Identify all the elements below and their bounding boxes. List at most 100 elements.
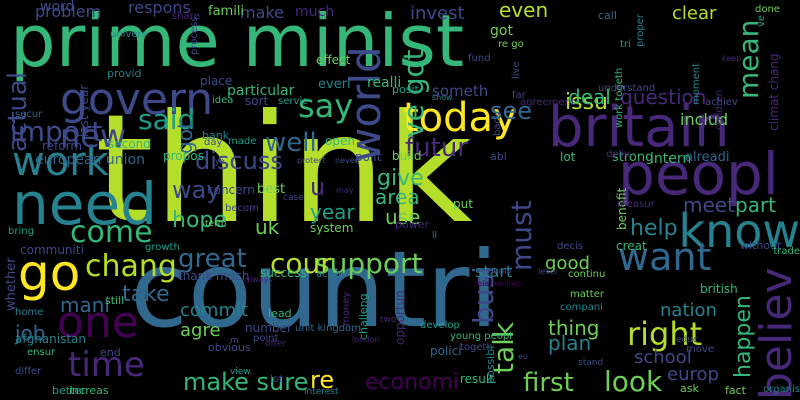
word-cloud-word: term: [205, 219, 227, 229]
word-cloud-word: alreadi: [685, 150, 730, 165]
word-cloud-word: process: [189, 16, 200, 55]
word-cloud-word: servic: [278, 96, 308, 107]
word-cloud-word: school: [634, 347, 692, 368]
word-cloud-word: lot: [560, 150, 576, 164]
word-cloud-word: whether: [4, 257, 19, 311]
word-cloud-word: includ: [680, 110, 729, 129]
word-cloud-word: day: [204, 137, 223, 148]
word-cloud-word: ye: [215, 157, 225, 166]
word-cloud-word: problem: [35, 2, 102, 21]
word-cloud-word: case: [283, 193, 304, 203]
word-cloud-word: particular: [227, 83, 295, 99]
word-cloud-word: stand: [578, 358, 604, 368]
word-cloud-word: obvious: [208, 341, 251, 354]
word-cloud-word: deliv: [606, 149, 630, 160]
word-cloud-word: children: [714, 89, 725, 130]
word-cloud-word: way: [172, 176, 221, 204]
word-cloud-word: economi: [365, 370, 460, 395]
word-cloud-word: two: [380, 315, 397, 325]
word-cloud-word: afghanistan: [15, 332, 87, 346]
word-cloud-word: re: [310, 366, 335, 394]
word-cloud-word: prime minist: [10, 0, 465, 83]
word-cloud-word: use: [385, 205, 421, 229]
word-cloud-word: plan: [548, 331, 592, 355]
word-cloud-word: year: [310, 200, 355, 224]
word-cloud-word: someth: [432, 82, 489, 100]
word-cloud-word: make: [240, 3, 284, 22]
word-cloud-word: involv: [485, 267, 512, 277]
word-cloud-word: thing: [548, 316, 600, 340]
word-cloud-word: share: [172, 11, 200, 22]
word-cloud-word: everi: [318, 77, 351, 92]
word-cloud-word: today: [403, 95, 517, 141]
word-cloud-word: well: [265, 128, 317, 158]
word-cloud-word: invest: [410, 3, 465, 24]
word-cloud-word: hope: [172, 208, 227, 233]
word-cloud-word: believ: [751, 267, 800, 400]
word-cloud-word: call: [598, 9, 617, 22]
word-cloud-word: back: [492, 112, 503, 136]
word-cloud-word: protect: [297, 156, 326, 165]
word-cloud-word: organis: [763, 384, 800, 395]
word-cloud-word: want: [618, 235, 712, 279]
word-cloud-word: second: [108, 137, 151, 151]
word-cloud-word: uk: [255, 215, 280, 239]
word-cloud-word: u: [310, 173, 326, 201]
word-cloud-word: new: [60, 117, 127, 155]
word-cloud-word: go: [18, 244, 81, 302]
word-cloud-word: becom: [225, 203, 259, 214]
word-cloud-word: job: [15, 321, 46, 345]
word-cloud-word: univers: [110, 29, 147, 40]
word-cloud-word: last year: [77, 84, 91, 137]
word-cloud-word: without: [740, 239, 782, 252]
word-cloud-word: even: [499, 0, 549, 22]
word-cloud-word: time: [68, 345, 145, 385]
word-cloud-word: futur: [405, 133, 468, 163]
word-cloud-word: famili: [208, 4, 245, 19]
word-cloud-word: fund: [468, 53, 491, 64]
word-cloud-word: done: [755, 4, 780, 15]
word-cloud-word: growth: [145, 242, 180, 253]
word-cloud-word: relationship: [474, 279, 522, 288]
word-cloud-word: point: [253, 333, 279, 344]
word-cloud-word: never: [335, 156, 358, 165]
word-cloud-word: meet: [683, 193, 735, 217]
word-cloud-word: idea: [212, 95, 234, 106]
word-cloud-word: said: [138, 103, 196, 136]
word-cloud-word: still: [105, 294, 125, 307]
word-cloud-word: intern: [650, 151, 692, 167]
word-cloud-word: climat chang: [767, 53, 781, 131]
word-cloud-word: polici: [430, 344, 462, 358]
word-cloud-word: commit: [180, 300, 249, 321]
word-cloud-word: take: [122, 282, 170, 307]
word-cloud-word: make sure: [183, 368, 309, 396]
word-cloud-word: best: [257, 182, 286, 197]
word-cloud-word: look: [604, 365, 663, 398]
word-cloud-word: british: [700, 282, 738, 296]
word-cloud-word: think: [95, 83, 473, 257]
word-cloud-word: respons: [128, 0, 191, 17]
word-cloud-word: moment: [691, 62, 702, 105]
word-cloud-word: ve: [756, 14, 767, 27]
word-cloud-word: number: [245, 321, 292, 335]
word-cloud-word: london: [352, 335, 380, 344]
word-cloud-word: level: [538, 267, 558, 276]
word-cloud-word: much: [295, 4, 335, 20]
word-cloud-word: system: [310, 221, 354, 235]
word-cloud-word: ask: [680, 382, 699, 395]
word-cloud-word: interest: [304, 387, 339, 397]
word-cloud-word: secur: [15, 109, 43, 120]
word-cloud-word: great: [178, 244, 247, 274]
word-cloud-word: lot: [270, 374, 283, 385]
word-cloud-word: need: [12, 170, 157, 238]
word-cloud-word: sort: [245, 94, 269, 108]
word-cloud-word: money: [341, 291, 352, 326]
word-cloud-word: open: [325, 134, 355, 148]
word-cloud-word: work: [12, 139, 109, 185]
word-cloud-word: fact: [725, 384, 746, 397]
word-cloud-word: support: [315, 247, 423, 280]
word-cloud-word: word: [40, 0, 75, 15]
word-cloud-word: govern: [60, 74, 214, 125]
word-cloud-word: know: [678, 204, 800, 258]
word-cloud-word: bank: [202, 129, 230, 142]
